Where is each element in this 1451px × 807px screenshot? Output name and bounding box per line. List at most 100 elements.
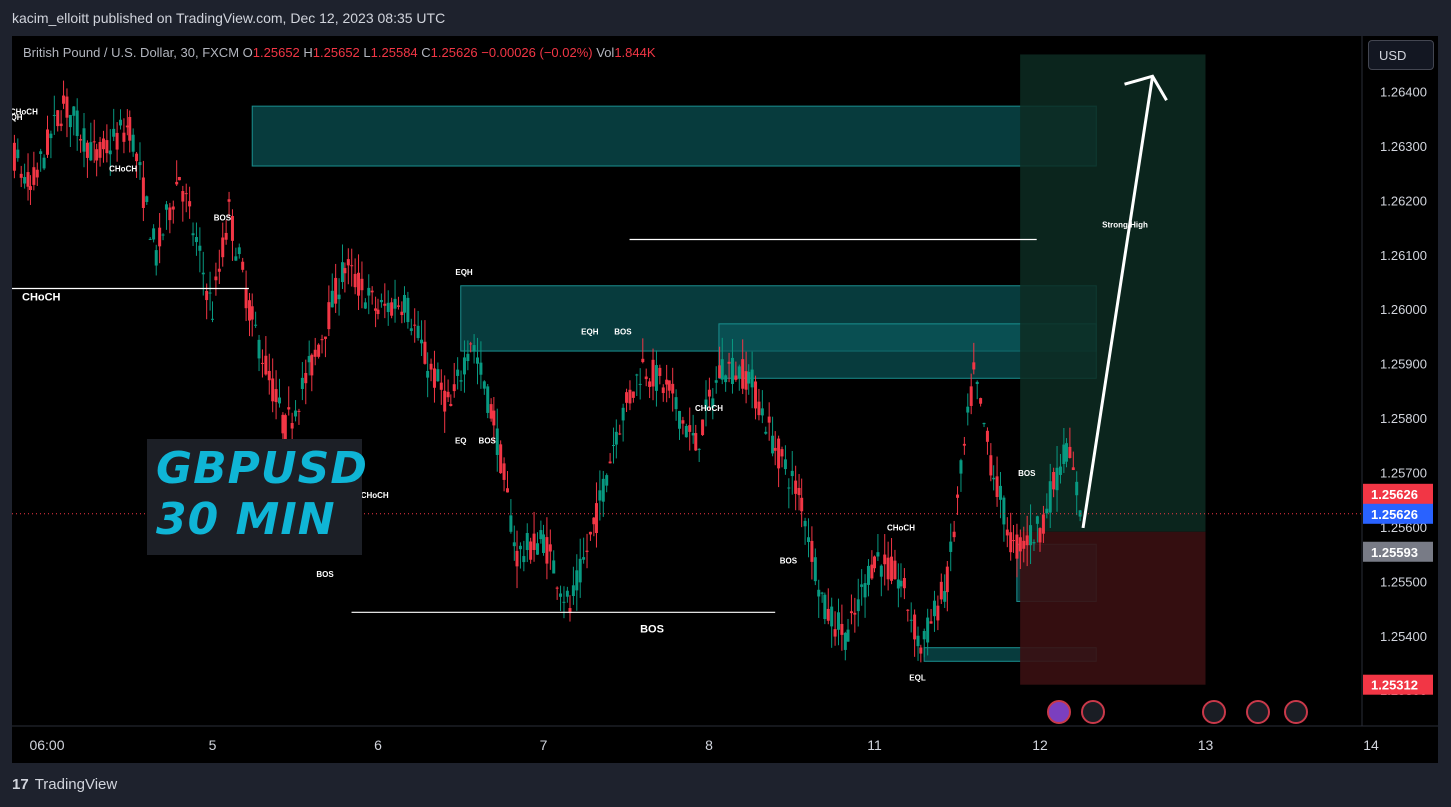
candle-body (648, 381, 652, 387)
candle-body (720, 359, 724, 380)
candle-body (870, 564, 874, 579)
candle-body (502, 463, 506, 480)
candle-body (271, 378, 275, 402)
structure-annotation: BOS (1018, 469, 1036, 478)
flag-event-icon (1284, 700, 1308, 724)
price-tick-label: 1.26400 (1380, 85, 1427, 100)
candle-body (582, 557, 586, 560)
candle-body (625, 392, 629, 403)
candle-body (575, 570, 579, 591)
candle-body (426, 370, 430, 378)
candle-body (691, 433, 695, 436)
candle-body (357, 272, 361, 296)
candle-body (512, 542, 516, 547)
candle-body (360, 278, 364, 291)
candle-body (535, 543, 539, 555)
structure-annotation: BOS (316, 570, 334, 579)
candle-body (85, 142, 89, 158)
candle-body (128, 117, 132, 141)
candle-body (141, 177, 145, 208)
overlay-title-line1: GBPUSD (156, 443, 368, 494)
candle-body (883, 554, 887, 565)
candle-body (19, 173, 23, 178)
candle-body (1048, 481, 1052, 513)
candle-body (230, 215, 234, 241)
time-tick-label: 6 (374, 737, 382, 753)
candle-body (754, 381, 758, 409)
time-tick-label: 8 (705, 737, 713, 753)
candle-body (237, 247, 241, 255)
candle-body (939, 581, 943, 600)
candle-body (919, 647, 923, 654)
structure-label: Strong High (1102, 220, 1148, 229)
candle-body (310, 354, 314, 376)
candle-body (482, 381, 486, 389)
candle-body (184, 193, 188, 195)
candle-body (932, 600, 936, 617)
candle-body (138, 162, 142, 166)
candle-body (515, 550, 519, 567)
high-value: 1.25652 (312, 45, 360, 60)
candle-body (466, 353, 470, 362)
candle-body (221, 237, 225, 258)
candle-body (353, 273, 357, 288)
candle-body (39, 151, 43, 154)
price-tick-label: 1.26100 (1380, 248, 1427, 263)
candle-body (979, 398, 983, 404)
price-label-text: 1.25312 (1371, 678, 1418, 693)
candle-body (429, 363, 433, 370)
candle-body (638, 383, 642, 385)
candle-body (936, 605, 940, 621)
candle-body (191, 233, 195, 236)
candle-body (661, 387, 665, 394)
candle-body (294, 410, 298, 417)
candle-body (876, 552, 880, 557)
price-label-bg (1363, 503, 1433, 524)
candle-body (701, 419, 705, 436)
candle-body (92, 141, 96, 143)
candle-body (836, 612, 840, 630)
candle-body (727, 361, 731, 364)
symbol-label[interactable]: British Pound / U.S. Dollar, 30, FXCM (23, 45, 240, 60)
structure-annotation: BOS (214, 213, 232, 222)
candle-body (75, 110, 79, 137)
candle-body (82, 128, 86, 152)
structure-annotation: EQH (455, 268, 473, 277)
candle-body (509, 515, 513, 532)
candle-body (797, 487, 801, 496)
close-label: C (421, 45, 431, 60)
candle-body (665, 379, 669, 385)
candle-body (909, 619, 913, 621)
candle-body (23, 177, 27, 184)
candle-body (559, 593, 563, 597)
structure-annotation: BOS (479, 437, 497, 446)
candle-body (283, 415, 287, 445)
candle-body (115, 132, 119, 150)
footer-brand[interactable]: 17 TradingView (12, 776, 117, 793)
candle-body (820, 592, 824, 594)
candle-body (612, 445, 616, 447)
candle-body (327, 302, 331, 330)
structure-annotation: CHoCH (109, 164, 137, 173)
candle-body (1022, 540, 1026, 549)
candle-body (548, 544, 552, 552)
candle-body (972, 362, 976, 370)
candle-body (154, 250, 158, 266)
candle-body (105, 140, 109, 154)
currency-button[interactable]: USD (1368, 40, 1434, 70)
candle-body (532, 533, 536, 550)
candle-body (783, 459, 787, 470)
candle-body (436, 369, 440, 382)
candle-body (393, 298, 397, 309)
candle-body (346, 259, 350, 266)
candle-body (840, 623, 844, 635)
candle-body (379, 299, 383, 303)
candle-body (59, 123, 63, 127)
candle-body (112, 128, 116, 137)
price-label-text: 1.25626 (1371, 487, 1418, 502)
price-label-bg (1363, 541, 1433, 562)
candle-body (32, 167, 36, 185)
candle-body (982, 422, 986, 425)
